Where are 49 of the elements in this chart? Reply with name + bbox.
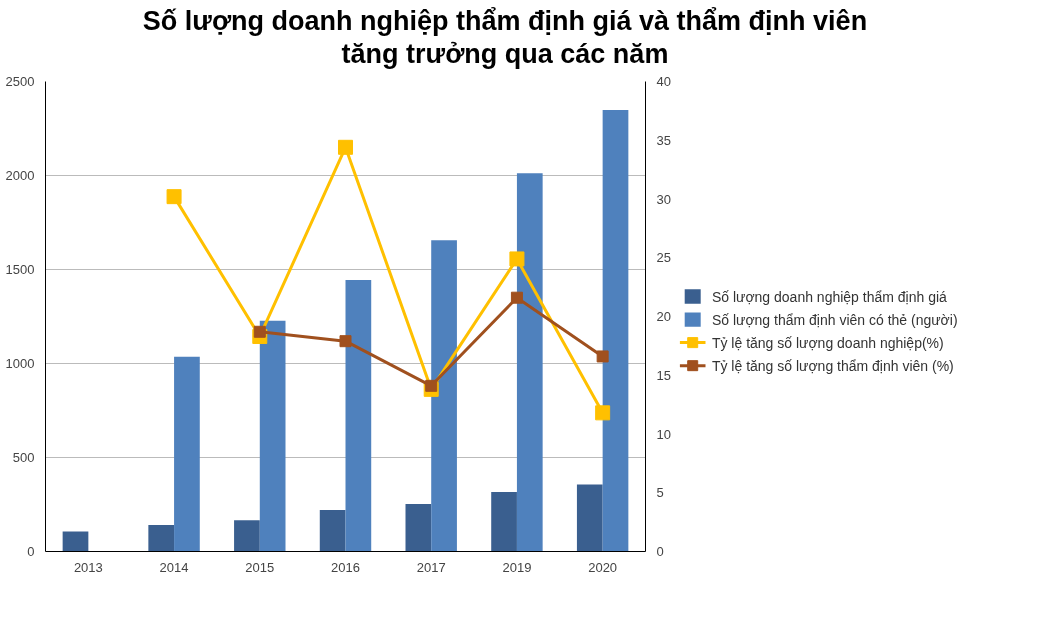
y2-tick-label: 15 [656,367,671,383]
legend-label: Tỷ lệ tăng số lượng doanh nghiệp(%) [711,334,944,351]
x-tick-label: 2017 [416,559,446,575]
bar [62,531,89,552]
point [339,335,352,348]
legend-label: Tỷ lệ tăng số lượng thẩm định viên (%) [711,357,954,374]
y-tick-label: 2500 [5,74,35,89]
y2-tick-label: 5 [656,485,664,501]
bar [345,280,372,552]
point [595,405,611,421]
bar [431,240,457,552]
x-tick-label: 2020 [588,559,618,575]
y-tick-label: 1000 [5,356,35,371]
y2-tick-label: 35 [656,132,671,148]
y2-tick-label: 30 [656,191,671,207]
bar [234,520,260,552]
y-tick-label: 2000 [5,168,35,183]
bar [148,524,175,552]
chart-title: Số lượng doanh nghiệp thẩm định giá và thẩm định viên tăng trưởng qua các năm [142,5,868,71]
x-tick-label: 2013 [73,559,103,575]
y2-tick-label: 20 [656,309,671,324]
point [338,139,353,155]
bar [576,484,603,552]
bar [405,504,432,552]
y-tick-label: 0 [27,544,35,559]
x-tick-label: 2016 [331,559,360,575]
point [425,379,438,392]
x-tick-label: 2014 [159,559,189,575]
bar [516,173,543,552]
y2-tick-label: 10 [656,426,671,442]
bar [259,320,286,552]
point [596,350,609,363]
y2-tick-label: 25 [656,250,671,266]
bar [319,509,346,552]
x-tick-label: 2019 [502,559,532,575]
point [509,251,525,267]
point [253,325,266,338]
bar [174,356,200,552]
bar [602,109,629,552]
legend-label: Số lượng thẩm định viên có thẻ (người) [711,311,958,328]
y2-tick-label: 40 [656,74,671,89]
point [166,189,182,205]
point [510,291,523,304]
bar [491,491,517,552]
y2-tick-label: 0 [656,544,664,559]
x-tick-label: 2015 [245,559,275,575]
y-tick-label: 500 [12,450,35,465]
y-tick-label: 1500 [5,262,35,277]
legend-label: Số lượng doanh nghiệp thẩm định giá [711,288,948,305]
